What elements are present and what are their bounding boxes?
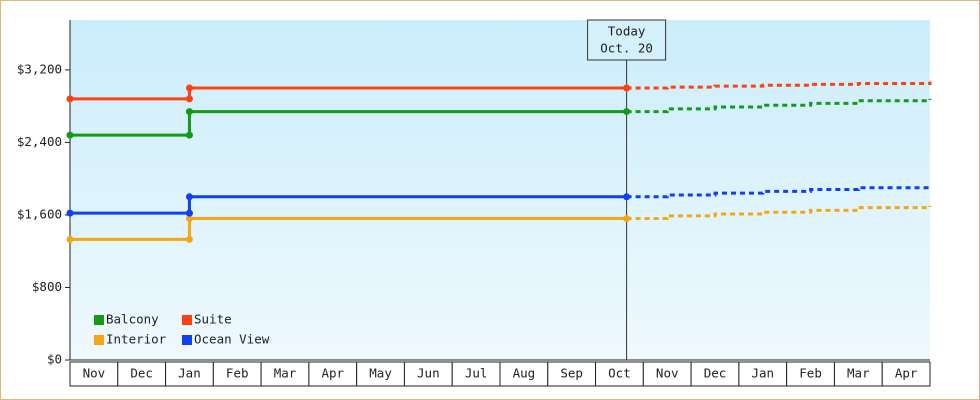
price-dot bbox=[623, 84, 631, 92]
month-cell bbox=[117, 361, 167, 387]
today-label: Today bbox=[608, 24, 646, 39]
legend-label: Balcony bbox=[106, 312, 159, 327]
x-tick-label: Jan bbox=[751, 366, 774, 381]
x-tick-label: Nov bbox=[83, 366, 106, 381]
month-cell bbox=[738, 361, 788, 387]
price-dot bbox=[185, 131, 193, 139]
month-cell bbox=[260, 361, 310, 387]
price-dot bbox=[185, 95, 193, 103]
today-box bbox=[587, 19, 667, 61]
month-cell bbox=[69, 361, 119, 387]
month-cell bbox=[403, 361, 453, 387]
x-tick-label: Jan bbox=[178, 366, 201, 381]
plot-area bbox=[70, 20, 930, 360]
y-tick-label: $3,200 bbox=[17, 61, 62, 76]
x-tick-label: Aug bbox=[513, 366, 536, 381]
month-cell bbox=[881, 361, 931, 387]
x-tick-label: Apr bbox=[895, 366, 918, 381]
legend-swatch bbox=[94, 315, 104, 325]
legend-swatch bbox=[182, 335, 192, 345]
month-cell bbox=[499, 361, 549, 387]
price-dot bbox=[185, 235, 193, 243]
price-dot bbox=[66, 131, 74, 139]
x-tick-label: Oct bbox=[608, 366, 631, 381]
price-dot bbox=[66, 209, 74, 217]
x-tick-label: Dec bbox=[130, 366, 153, 381]
y-tick-label: $0 bbox=[47, 352, 62, 367]
legend-swatch bbox=[94, 335, 104, 345]
price-dot bbox=[623, 193, 631, 201]
x-tick-label: Sep bbox=[560, 366, 583, 381]
x-tick-label: Nov bbox=[656, 366, 679, 381]
y-tick-label: $2,400 bbox=[17, 134, 62, 149]
x-tick-label: May bbox=[369, 366, 392, 381]
price-dot bbox=[623, 215, 631, 223]
today-date: Oct. 20 bbox=[600, 41, 653, 56]
x-tick-label: Feb bbox=[799, 366, 822, 381]
price-dot bbox=[623, 108, 631, 116]
x-tick-label: Mar bbox=[274, 366, 297, 381]
legend-label: Ocean View bbox=[194, 332, 270, 347]
price-dot bbox=[185, 215, 193, 223]
month-cell bbox=[212, 361, 262, 387]
legend-swatch bbox=[182, 315, 192, 325]
legend-label: Interior bbox=[106, 332, 167, 347]
price-dot bbox=[185, 84, 193, 92]
forecast-line bbox=[626, 81, 932, 90]
price-dot bbox=[185, 193, 193, 201]
y-tick-label: $1,600 bbox=[17, 206, 62, 221]
y-tick-label: $800 bbox=[32, 279, 62, 294]
x-tick-label: Jul bbox=[465, 366, 488, 381]
month-cell bbox=[595, 361, 644, 387]
price-dot bbox=[185, 108, 193, 116]
month-cell bbox=[786, 361, 835, 387]
x-tick-label: Apr bbox=[321, 366, 344, 381]
x-tick-label: Feb bbox=[226, 366, 249, 381]
month-cell bbox=[642, 361, 692, 387]
x-tick-label: Dec bbox=[704, 366, 727, 381]
x-tick-label: Jun bbox=[417, 366, 440, 381]
price-dot bbox=[66, 235, 74, 243]
price-dot bbox=[66, 95, 74, 103]
month-cell bbox=[165, 361, 214, 387]
price-dot bbox=[185, 209, 193, 217]
legend-label: Suite bbox=[194, 312, 232, 327]
x-tick-label: Mar bbox=[847, 366, 870, 381]
